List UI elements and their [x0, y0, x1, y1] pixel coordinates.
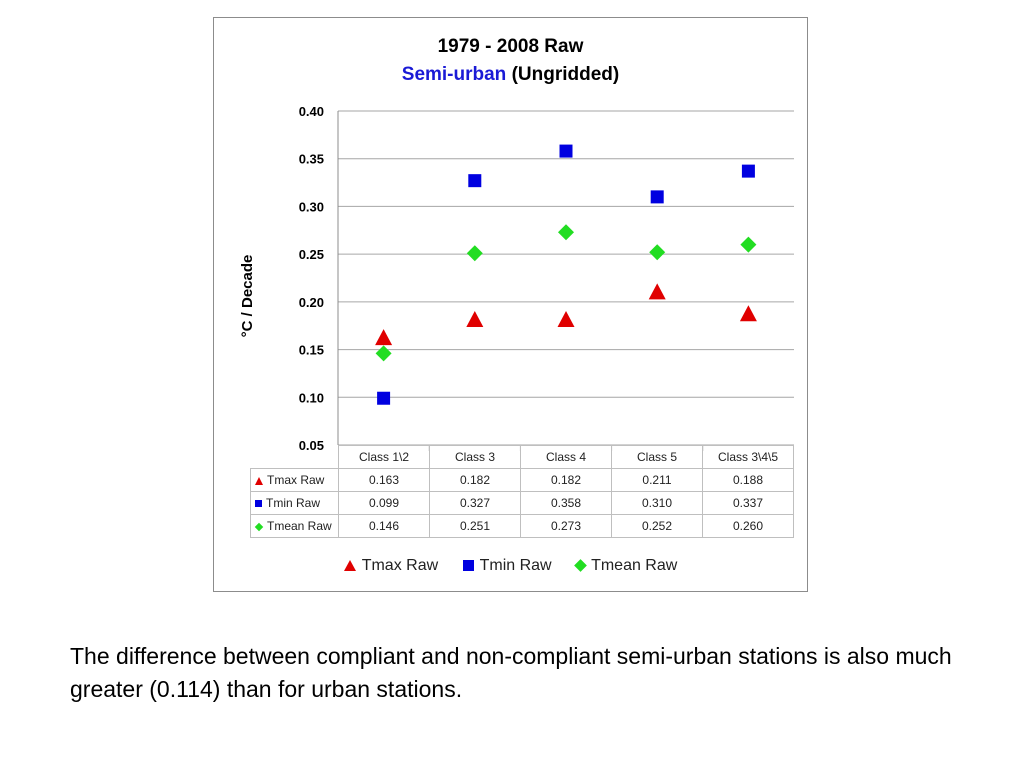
table-cell: 0.273 [520, 514, 612, 538]
chart-title: 1979 - 2008 Raw [437, 36, 584, 57]
table-cell: 0.327 [429, 491, 521, 515]
series-name: Tmin Raw [266, 496, 321, 510]
data-point-tmax [466, 311, 484, 328]
table-header-cell: Class 5 [611, 445, 703, 469]
table-header-cell: Class 3\4\5 [702, 445, 794, 469]
data-point-tmean [649, 244, 666, 261]
data-point-tmin [741, 164, 755, 178]
table-row: Tmin Raw 0.099 0.327 0.358 0.310 0.337 [250, 491, 794, 515]
table-cell: 0.358 [520, 491, 612, 515]
legend-item-tmean: Tmean Raw [574, 557, 678, 575]
table-series-label: Tmean Raw [250, 514, 339, 538]
chart-frame: 1979 - 2008 Raw Semi-urban (Ungridded) 0… [213, 17, 808, 592]
square-marker-icon [255, 500, 262, 508]
series-name: Tmean Raw [267, 519, 332, 533]
table-cell: 0.182 [520, 468, 612, 492]
caption-text: The difference between compliant and non… [70, 643, 952, 702]
data-point-tmin [377, 391, 391, 405]
y-tick-label: 0.40 [299, 104, 324, 119]
table-cell: 0.163 [338, 468, 430, 492]
y-tick-label: 0.30 [299, 199, 324, 214]
table-cell: 0.182 [429, 468, 521, 492]
diamond-marker-icon [574, 559, 587, 573]
y-tick-label: 0.35 [299, 152, 324, 167]
data-table: Class 1\2 Class 3 Class 4 Class 5 Class … [250, 445, 794, 538]
table-series-label: Tmin Raw [250, 491, 339, 515]
data-point-tmin [650, 190, 664, 204]
y-tick-label: 0.20 [299, 295, 324, 310]
data-point-tmean [740, 236, 757, 253]
table-cell: 0.251 [429, 514, 521, 538]
triangle-marker-icon [343, 560, 356, 572]
table-cell: 0.310 [611, 491, 703, 515]
data-point-tmax [648, 283, 666, 300]
series-name: Tmax Raw [267, 473, 325, 487]
table-cell: 0.337 [702, 491, 794, 515]
legend-item-tmin: Tmin Raw [462, 557, 552, 575]
legend-label: Tmin Raw [479, 557, 552, 574]
table-header-cell: Class 1\2 [338, 445, 430, 469]
chart-subtitle-rest: (Ungridded) [511, 64, 620, 85]
data-point-tmean [375, 345, 392, 362]
table-header-row: Class 1\2 Class 3 Class 4 Class 5 Class … [250, 445, 794, 469]
table-cell: 0.211 [611, 468, 703, 492]
legend-label: Tmax Raw [361, 557, 439, 574]
table-cell: 0.099 [338, 491, 430, 515]
data-point-tmax [375, 329, 393, 346]
data-point-tmin [468, 174, 482, 188]
table-row: Tmean Raw 0.146 0.251 0.273 0.252 0.260 [250, 514, 794, 538]
table-cell: 0.188 [702, 468, 794, 492]
table-cell: 0.252 [611, 514, 703, 538]
triangle-marker-icon [255, 476, 263, 485]
table-header-cell: Class 4 [520, 445, 612, 469]
data-point-tmin [559, 144, 573, 158]
table-header-cell: Class 3 [429, 445, 521, 469]
y-tick-label: 0.25 [299, 247, 324, 262]
y-tick-label: 0.15 [299, 343, 324, 358]
legend-item-tmax: Tmax Raw [343, 557, 439, 575]
data-point-tmax [739, 305, 757, 322]
table-cell: 0.146 [338, 514, 430, 538]
diamond-marker-icon [254, 522, 264, 532]
data-point-tmean [466, 245, 483, 262]
chart-subtitle: Semi-urban (Ungridded) [214, 64, 807, 86]
data-point-tmax [557, 311, 575, 328]
table-series-label: Tmax Raw [250, 468, 339, 492]
table-corner [250, 445, 339, 469]
data-point-tmean [558, 224, 574, 241]
legend-label: Tmean Raw [591, 557, 678, 574]
table-cell: 0.260 [702, 514, 794, 538]
legend: Tmax Raw Tmin Raw Tmean Raw [214, 557, 807, 575]
table-row: Tmax Raw 0.163 0.182 0.182 0.211 0.188 [250, 468, 794, 492]
y-tick-label: 0.10 [299, 390, 324, 405]
y-axis-label: °C / Decade [239, 255, 256, 338]
square-marker-icon [462, 560, 474, 572]
chart-subtitle-highlight: Semi-urban [401, 64, 507, 85]
